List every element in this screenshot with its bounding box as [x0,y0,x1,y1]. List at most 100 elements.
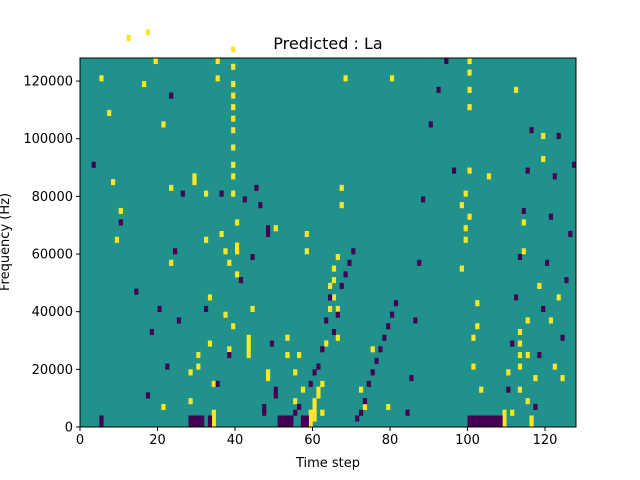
heatmap-cells [80,29,577,428]
heatmap-cell-high [235,219,240,226]
heatmap-cell-low [525,167,530,174]
heatmap-cell-low [362,398,368,405]
heatmap-cell-high [525,317,530,324]
heatmap-cell-low [486,421,492,428]
heatmap-cell-high [111,179,116,186]
heatmap-cell-high [331,265,337,272]
heatmap-cell-high [370,346,375,353]
heatmap-cell-high [118,207,123,214]
heatmap-cell-high [126,34,131,42]
heatmap-cell-high [459,265,464,272]
heatmap-cell-high [285,352,290,359]
y-tick-label: 100000 [23,132,73,147]
heatmap-cell-low [289,421,294,428]
heatmap-cell-high [227,346,232,353]
heatmap-cell-high [273,225,278,232]
heatmap-cell-high [359,386,364,393]
heatmap-cell-high [502,409,507,416]
heatmap-cell-low [331,328,337,336]
heatmap-cell-high [312,403,317,411]
heatmap-cell-low [359,409,364,416]
heatmap-cell-low [382,334,387,341]
heatmap-cell-high [211,409,216,416]
heatmap-cell-high [211,415,216,422]
heatmap-cell-high [246,340,251,347]
heatmap-cell-high [235,271,240,278]
heatmap-cell-high [223,311,228,318]
heatmap-cell-low [277,421,282,428]
heatmap-cell-low [134,288,139,295]
heatmap-cell-high [331,277,337,284]
heatmap-cell-low [564,277,569,284]
heatmap-cell-high [339,202,344,209]
heatmap-cell-high [339,184,344,191]
heatmap-cell-low [192,415,197,422]
heatmap-cell-high [467,167,472,174]
heatmap-cell-high [231,115,236,122]
heatmap-cell-low [176,317,182,324]
heatmap-cell-low [479,415,484,422]
x-tick-label: 20 [149,433,166,448]
heatmap-cell-low [393,300,399,307]
heatmap-cell-low [444,58,449,65]
heatmap-cell-low [99,415,104,422]
heatmap-cell-high [362,403,368,411]
heatmap-cell-high [517,363,523,370]
heatmap-cell-high [471,334,476,341]
heatmap-cell-high [335,334,340,341]
heatmap-cell-low [486,415,492,422]
heatmap-cell-low [200,415,205,422]
heatmap-cell-low [258,202,263,209]
heatmap-cell-high [316,386,321,393]
heatmap-cell-low [180,190,185,197]
heatmap-cell-low [262,403,267,411]
heatmap-cell-high [231,46,236,53]
heatmap-cell-high [312,398,317,405]
heatmap-cell-high [211,421,216,428]
heatmap-cell-high [541,132,546,140]
heatmap-cell-high [529,421,534,428]
heatmap-cell-high [502,421,507,428]
heatmap-cell-high [506,369,511,376]
heatmap-cell-high [169,184,174,191]
heatmap-cell-high [320,409,325,416]
heatmap-cell-low [324,317,329,324]
heatmap-cell-low [386,323,391,330]
heatmap-cell-low [517,254,523,261]
heatmap-cell-low [304,421,309,428]
heatmap-cell-low [200,421,205,428]
heatmap-cell-high [293,398,298,405]
heatmap-cell-high [227,259,232,266]
heatmap-cell-high [235,242,240,249]
heatmap-cell-low [521,207,526,214]
heatmap-cell-high [219,230,224,238]
heatmap-cell-high [145,29,151,36]
heatmap-cell-high [250,305,255,312]
y-tick-label: 0 [65,421,73,436]
heatmap-cell-low [238,277,244,284]
heatmap-cell-high [231,323,236,330]
heatmap-cell-high [560,375,565,382]
heatmap-cell-low [242,196,247,203]
heatmap-cell-low [467,415,472,422]
heatmap-cell-high [169,259,174,266]
heatmap-cell-high [486,173,492,180]
heatmap-cell-low [204,305,209,312]
x-axis: 0 20 40 60 80 100 120 [76,427,558,448]
heatmap-cell-high [215,58,220,65]
heatmap-cell-high [188,398,193,405]
heatmap-cell-low [308,380,313,387]
heatmap-cell-high [471,363,476,370]
heatmap-cell-high [223,248,228,255]
heatmap-cell-high [114,236,120,243]
x-tick-label: 120 [533,433,558,448]
heatmap-cell-low [514,294,519,301]
heatmap-cell-low [289,415,294,422]
heatmap-cell-high [246,352,251,359]
heatmap-cell-high [335,305,340,312]
heatmap-cell-low [99,421,104,428]
heatmap-cell-low [188,415,193,422]
heatmap-cell-low [374,357,379,364]
heatmap-cell-high [541,156,546,163]
heatmap-cell-low [312,369,317,376]
